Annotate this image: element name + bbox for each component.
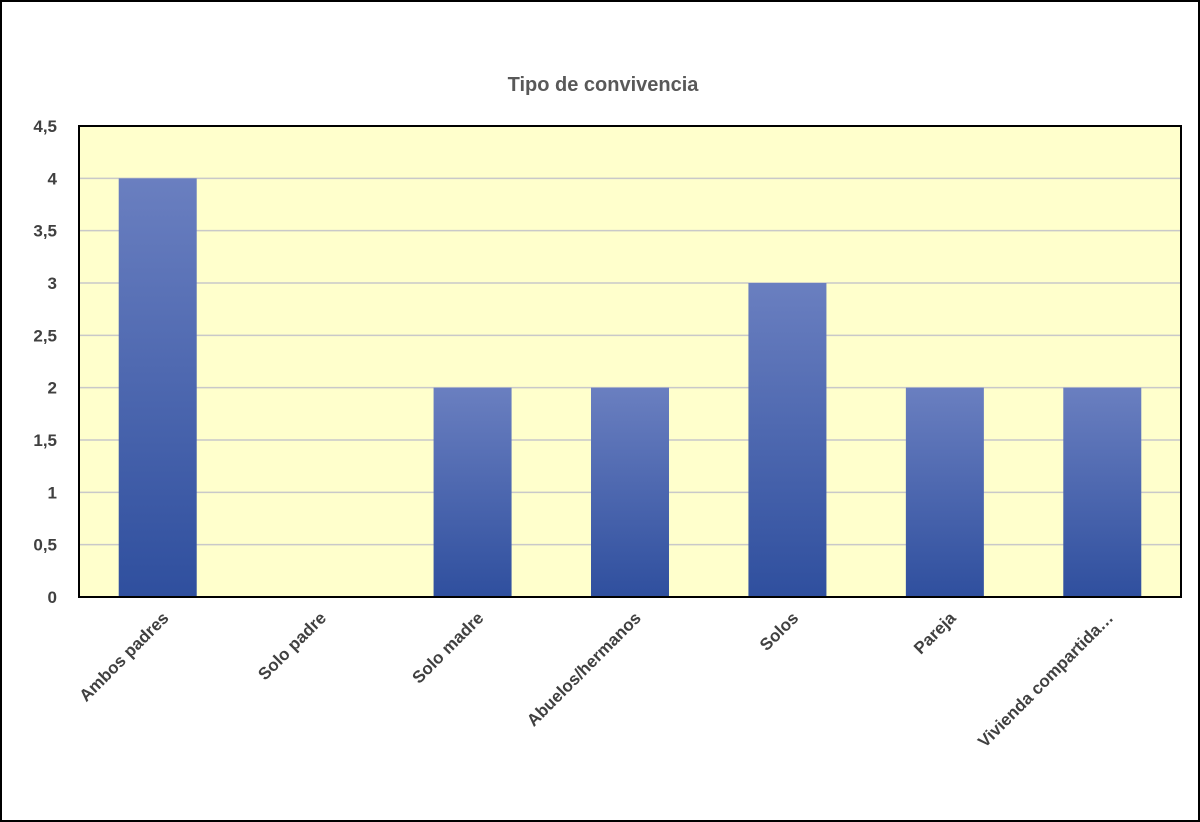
y-tick-label: 1 <box>48 483 57 502</box>
y-tick-label: 4,5 <box>33 117 57 136</box>
bar-ambos-padres <box>118 178 197 598</box>
bar-solo-madre <box>433 387 512 597</box>
x-axis-ticks: Ambos padres Solo padre Solo madre Abuelos/… <box>76 608 1118 751</box>
y-tick-label: 1,5 <box>33 431 57 450</box>
plot-border <box>78 125 1182 598</box>
x-tick-label: Ambos padres <box>76 608 173 705</box>
x-tick-label: Abuelos/hermanos <box>523 608 645 730</box>
y-tick-label: 2,5 <box>33 326 57 345</box>
x-tick-label: Solos <box>756 608 802 654</box>
y-axis-ticks: 0 0,5 1 1,5 2 2,5 3 3,5 4 4,5 <box>33 117 57 607</box>
x-tick-label: Solo padre <box>254 608 330 684</box>
y-tick-label: 2 <box>48 379 57 398</box>
y-tick-label: 0,5 <box>33 536 57 555</box>
y-tick-label: 0 <box>48 588 57 607</box>
bar-solos <box>748 283 827 597</box>
chart-title: Tipo de convivencia <box>508 74 700 96</box>
bars <box>118 178 1142 598</box>
y-tick-label: 4 <box>48 169 58 188</box>
bar-pareja <box>905 387 984 597</box>
y-tick-label: 3 <box>48 274 57 293</box>
bar-abuelos-hermanos <box>591 387 669 597</box>
x-tick-label: Vivienda compartida… <box>974 608 1117 751</box>
bar-vivienda-compartida <box>1063 387 1142 597</box>
x-tick-label: Pareja <box>910 608 960 658</box>
x-tick-label: Solo madre <box>408 608 487 687</box>
y-tick-label: 3,5 <box>33 222 57 241</box>
